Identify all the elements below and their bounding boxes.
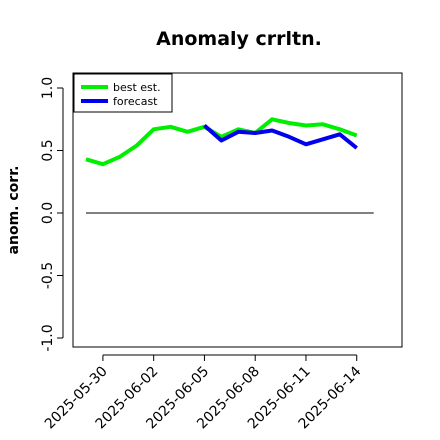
- y-tick-label: 0.5: [40, 139, 56, 161]
- legend-label: best est.: [113, 81, 161, 94]
- y-tick-label: -1.0: [40, 324, 56, 351]
- y-axis-label: anom. corr.: [6, 166, 22, 255]
- plot-area: [72, 72, 403, 348]
- y-tick-label: 0.0: [40, 202, 56, 224]
- y-tick-label: -0.5: [40, 262, 56, 289]
- legend: best est.forecast: [73, 73, 173, 113]
- series-line-forecast: [203, 124, 358, 150]
- series-layer: [85, 117, 358, 167]
- y-tick-label: 1.0: [40, 77, 56, 99]
- x-axis: 2025-05-302025-06-022025-06-052025-06-08…: [42, 354, 365, 432]
- legend-box: [73, 73, 173, 113]
- y-axis: -1.0 -0.5 0.0 0.5 1.0: [40, 77, 64, 352]
- legend-label: forecast: [113, 95, 158, 108]
- series-line-best-est: [85, 117, 358, 167]
- chart-title: Anomaly crrltn.: [156, 28, 322, 50]
